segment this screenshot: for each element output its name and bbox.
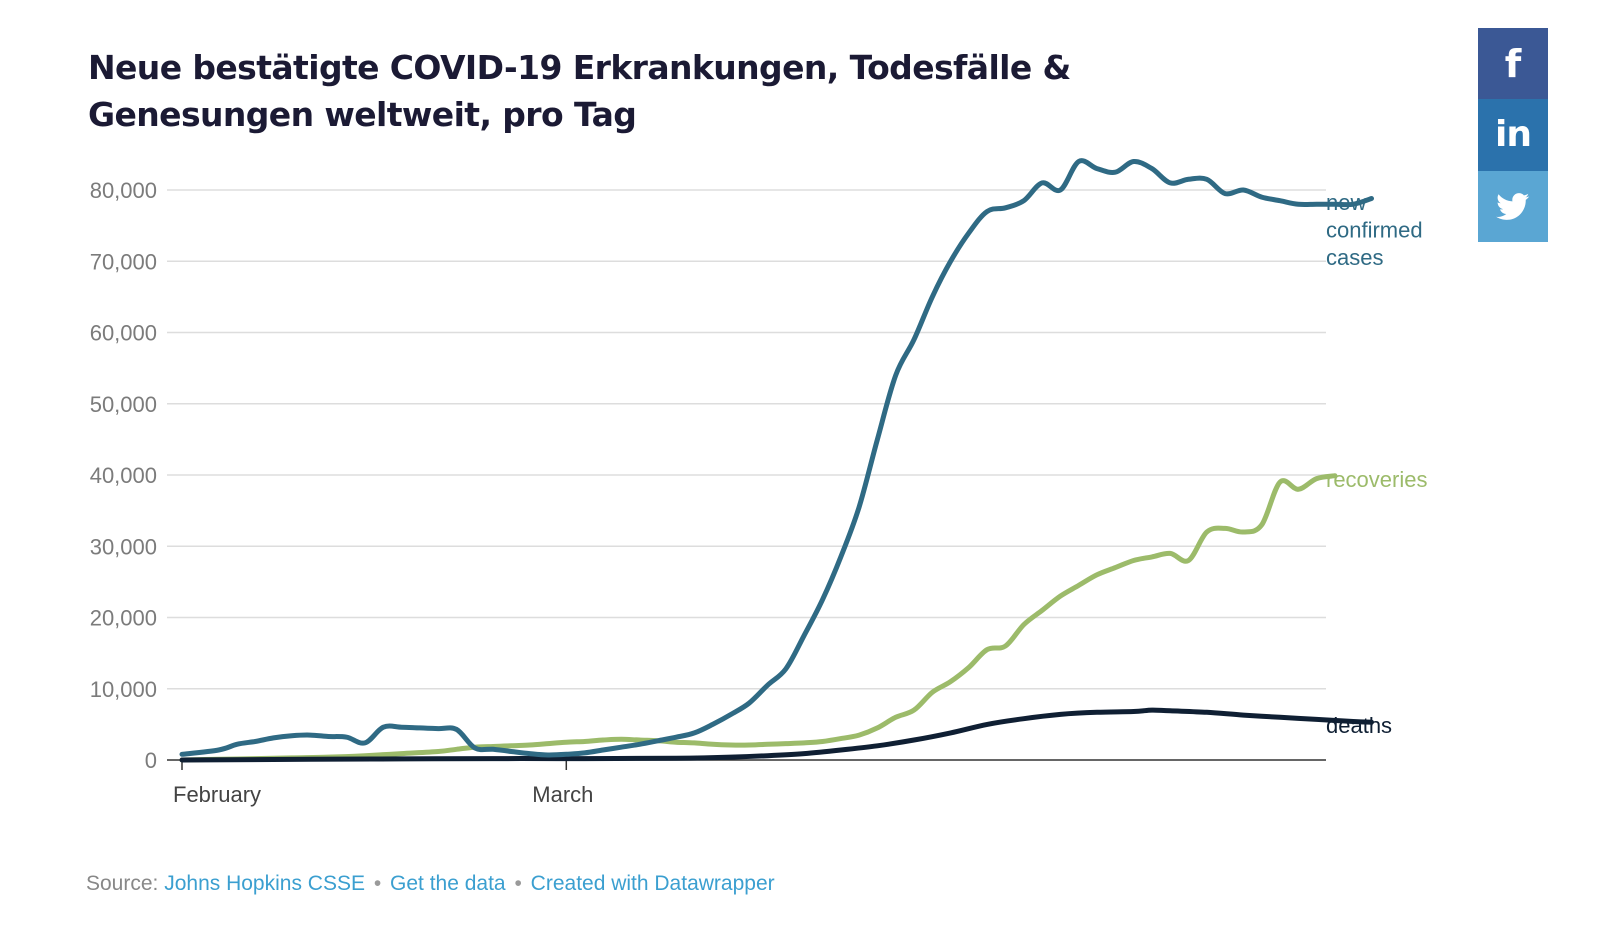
y-tick-label: 80,000 bbox=[90, 178, 157, 203]
y-tick-label: 10,000 bbox=[90, 677, 157, 702]
chart-title: Neue bestätigte COVID-19 Erkrankungen, T… bbox=[88, 48, 1071, 134]
chart-footer: Source: Johns Hopkins CSSE • Get the dat… bbox=[86, 872, 775, 896]
y-tick-label: 30,000 bbox=[90, 534, 157, 559]
series-line-recoveries bbox=[179, 473, 1338, 763]
x-tick-label: March bbox=[532, 782, 593, 807]
series-line-deaths bbox=[179, 707, 1374, 763]
x-axis: February March bbox=[167, 759, 1326, 807]
source-link[interactable]: Johns Hopkins CSSE bbox=[164, 872, 365, 895]
series-label-new-confirmed-cases: new confirmed cases bbox=[1326, 190, 1423, 270]
social-share-bar: f in bbox=[1478, 28, 1548, 242]
get-data-link[interactable]: Get the data bbox=[390, 872, 506, 895]
y-axis-tick-labels: 0 10,000 20,000 30,000 40,000 50,000 60,000 70,… bbox=[90, 178, 157, 773]
line-chart: 0 10,000 20,000 30,000 40,000 50,000 60,000 70,… bbox=[90, 158, 1427, 807]
x-tick-label: February bbox=[173, 782, 261, 807]
source-label: Source: bbox=[86, 872, 159, 895]
y-tick-label: 40,000 bbox=[90, 463, 157, 488]
y-tick-label: 60,000 bbox=[90, 321, 157, 346]
series-labels: recoveries deaths new confirmed cases bbox=[1326, 190, 1427, 738]
footer-separator: • bbox=[514, 872, 522, 895]
linkedin-icon: in bbox=[1495, 114, 1532, 155]
series-line-new-confirmed-cases bbox=[179, 158, 1374, 758]
twitter-share-button[interactable] bbox=[1478, 171, 1548, 242]
y-tick-label: 20,000 bbox=[90, 606, 157, 631]
y-tick-label: 0 bbox=[145, 748, 157, 773]
y-tick-label: 50,000 bbox=[90, 392, 157, 417]
series-label-deaths: deaths bbox=[1326, 713, 1392, 738]
facebook-share-button[interactable]: f bbox=[1478, 28, 1548, 99]
series-label-recoveries: recoveries bbox=[1326, 467, 1427, 492]
datawrapper-link[interactable]: Created with Datawrapper bbox=[530, 872, 775, 895]
grid-lines bbox=[167, 189, 1326, 690]
y-tick-label: 70,000 bbox=[90, 249, 157, 274]
series-lines bbox=[179, 158, 1374, 763]
footer-separator: • bbox=[373, 872, 382, 895]
linkedin-share-button[interactable]: in bbox=[1478, 99, 1548, 171]
facebook-icon: f bbox=[1504, 41, 1522, 86]
twitter-bird-icon bbox=[1496, 192, 1530, 220]
